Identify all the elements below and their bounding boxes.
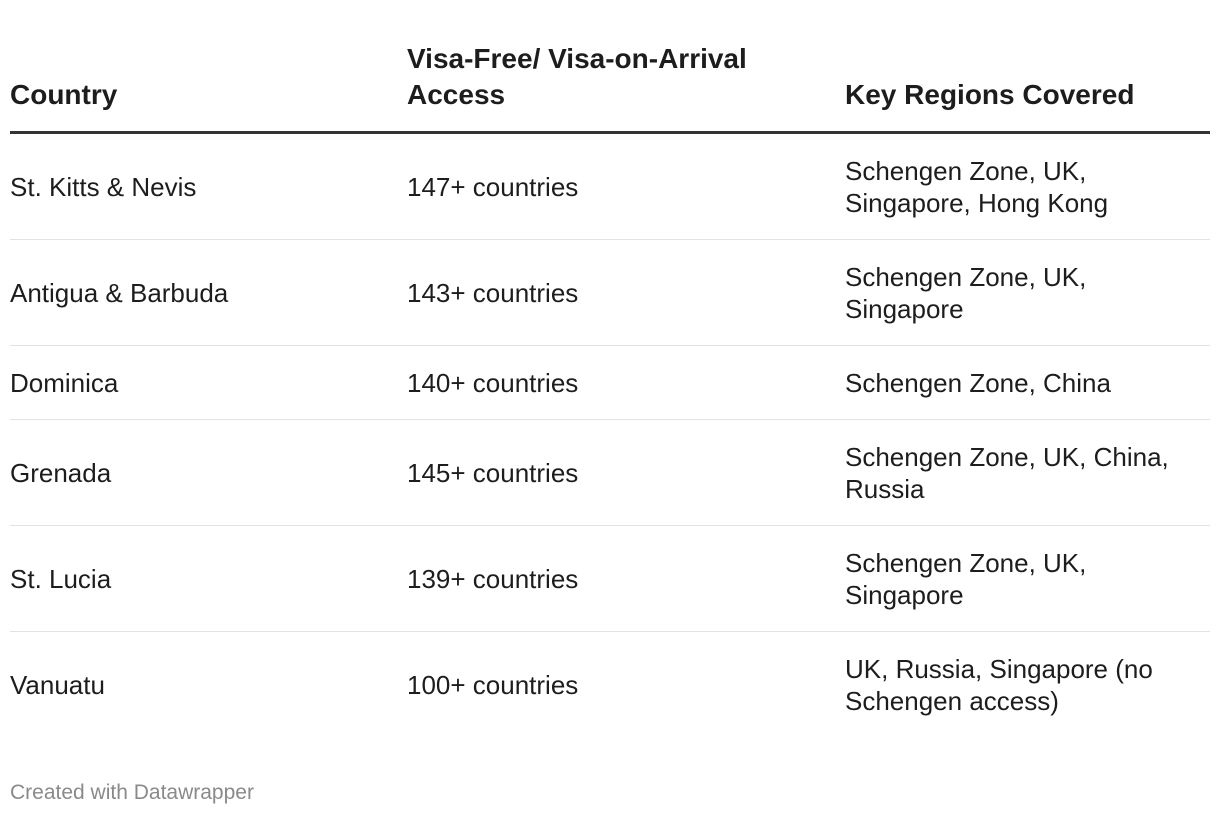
cell-regions: Schengen Zone, UK, Singapore <box>845 547 1087 610</box>
cell-access: 143+ countries <box>407 277 579 308</box>
cell-access: 139+ countries <box>407 563 579 594</box>
cell-access: 100+ countries <box>407 670 579 700</box>
cell-country: Dominica <box>10 367 119 398</box>
cell-access: 145+ countries <box>407 457 579 488</box>
table-row: Vanuatu 100+ countries UK, Russia, Singa… <box>10 632 1210 738</box>
header-country[interactable]: Country <box>10 79 118 110</box>
cell-country: St. Kitts & Nevis <box>10 171 197 202</box>
cell-regions: Schengen Zone, UK, Singapore, Hong Kong <box>845 155 1109 218</box>
cell-country: Vanuatu <box>10 670 105 700</box>
cell-regions: Schengen Zone, China <box>845 367 1111 398</box>
table-row: St. Lucia 139+ countries Schengen Zone, … <box>10 526 1210 632</box>
cell-access: 147+ countries <box>407 171 579 202</box>
cell-access: 140+ countries <box>407 367 579 398</box>
cell-country: Grenada <box>10 457 112 488</box>
data-table: Country Visa-Free/ Visa-on-Arrival Acces… <box>10 0 1210 738</box>
cell-regions: Schengen Zone, UK, Singapore <box>845 261 1087 324</box>
table-row: Antigua & Barbuda 143+ countries Schenge… <box>10 240 1210 346</box>
cell-regions: UK, Russia, Singapore (no Schengen acces… <box>845 654 1153 716</box>
cell-country: St. Lucia <box>10 563 112 594</box>
datawrapper-credit[interactable]: Created with Datawrapper <box>10 781 254 804</box>
table-row: Dominica 140+ countries Schengen Zone, C… <box>10 346 1210 420</box>
cell-regions: Schengen Zone, UK, China, Russia <box>845 441 1169 504</box>
cell-country: Antigua & Barbuda <box>10 277 229 308</box>
header-regions[interactable]: Key Regions Covered <box>845 79 1135 110</box>
table-header-row: Country Visa-Free/ Visa-on-Arrival Acces… <box>10 0 1210 134</box>
table-row: Grenada 145+ countries Schengen Zone, UK… <box>10 420 1210 526</box>
header-access[interactable]: Visa-Free/ Visa-on-Arrival Access <box>407 43 747 110</box>
table-row: St. Kitts & Nevis 147+ countries Schenge… <box>10 134 1210 240</box>
